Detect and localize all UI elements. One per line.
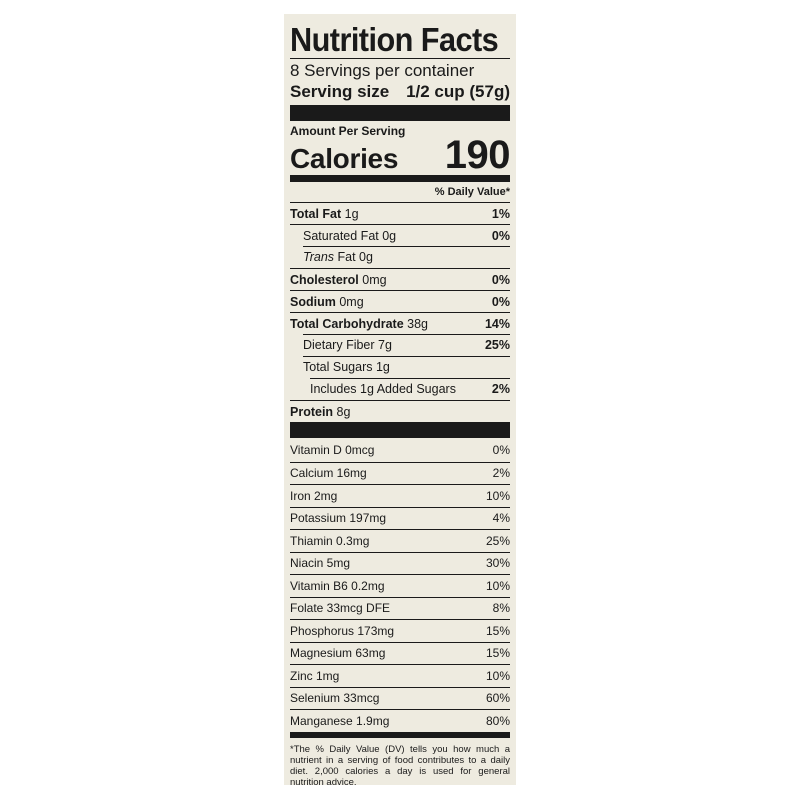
nutrient-row-cholesterol: Cholesterol 0mg 0% <box>290 268 510 290</box>
vitamin-dv: 80% <box>485 713 510 728</box>
nutrient-name: Cholesterol <box>290 272 359 287</box>
vitamins-list: Vitamin D 0mcg 0% Calcium 16mg 2% Iron 2mg… <box>290 438 510 732</box>
vitamin-row: Zinc 1mg 10% <box>290 664 510 687</box>
vitamin-text: Zinc 1mg <box>290 668 340 683</box>
nutrient-amount: 8g <box>336 404 351 419</box>
nutrient-row-dietary-fiber: Dietary Fiber 7g 25% <box>290 334 510 356</box>
nutrient-amount: 0mg <box>339 294 364 309</box>
nutrition-facts-label: Nutrition Facts 8 Servings per container… <box>284 14 516 788</box>
vitamin-text: Iron 2mg <box>290 488 338 503</box>
vitamin-row: Iron 2mg 10% <box>290 484 510 507</box>
vitamin-row: Thiamin 0.3mg 25% <box>290 529 510 552</box>
vitamin-row: Magnesium 63mg 15% <box>290 641 510 665</box>
amount-per-serving: Amount Per Serving <box>290 124 406 138</box>
nutrient-row-saturated-fat: Saturated Fat 0g 0% <box>290 224 510 246</box>
nutrient-name: Includes 1g Added Sugars <box>310 382 456 396</box>
nutrient-amount: 1g <box>375 360 390 374</box>
vitamin-row: Calcium 16mg 2% <box>290 461 510 485</box>
vitamin-dv: 2% <box>492 466 510 481</box>
nutrient-name: Protein <box>290 404 334 419</box>
vitamin-dv: 10% <box>485 488 510 503</box>
nutrient-amount: Fat 0g <box>337 250 373 264</box>
vitamin-text: Calcium 16mg <box>290 466 367 481</box>
vitamin-dv: 10% <box>485 578 510 593</box>
nutrient-row-total-carbohydrate: Total Carbohydrate 38g 14% <box>290 312 510 334</box>
vitamin-text: Thiamin 0.3mg <box>290 533 370 548</box>
nutrient-name: Saturated Fat <box>303 228 379 243</box>
vitamin-text: Magnesium 63mg <box>290 646 386 661</box>
nutrient-row-added-sugars: Includes 1g Added Sugars 2% <box>290 378 510 400</box>
nutrient-name: Total Carbohydrate <box>290 316 404 331</box>
footnote-divider <box>290 731 510 738</box>
nutrient-amount: 7g <box>378 338 392 352</box>
vitamin-text: Vitamin D 0mcg <box>290 443 375 458</box>
nutrient-name: Total Sugars <box>303 360 373 374</box>
vitamin-dv: 30% <box>485 556 510 571</box>
vitamin-text: Potassium 197mg <box>290 511 387 526</box>
daily-value-header: % Daily Value* <box>434 186 510 198</box>
nutrient-name: Total Fat <box>290 206 342 221</box>
vitamin-dv: 0% <box>492 443 510 458</box>
nutrient-row-sodium: Sodium 0mg 0% <box>290 290 510 312</box>
vitamin-row: Manganese 1.9mg 80% <box>290 709 510 732</box>
serving-size-row: Serving size 1/2 cup (57g) <box>290 81 510 105</box>
thick-divider <box>290 105 510 121</box>
vitamin-text: Phosphorus 173mg <box>290 623 395 638</box>
nutrient-name: Dietary Fiber <box>303 338 375 352</box>
calories-value: 190 <box>444 133 511 177</box>
vitamin-row: Vitamin B6 0.2mg 10% <box>290 574 510 597</box>
vitamin-row: Potassium 197mg 4% <box>290 506 510 530</box>
vitamin-dv: 60% <box>485 691 510 706</box>
nutrient-row-total-fat: Total Fat 1g 1% <box>290 202 510 224</box>
vitamin-dv: 8% <box>492 601 510 616</box>
vitamin-row: Folate 33mcg DFE 8% <box>290 596 510 620</box>
nutrient-dv: 25% <box>484 338 510 352</box>
nutrient-dv: 0% <box>491 228 510 243</box>
serving-size-value: 1/2 cup (57g) <box>406 82 510 101</box>
nutrient-amount: 1g <box>344 206 359 221</box>
servings-per-container: 8 Servings per container <box>290 61 475 80</box>
vitamin-row: Phosphorus 173mg 15% <box>290 619 510 642</box>
title-rule <box>290 58 510 59</box>
medium-divider <box>290 175 510 182</box>
vitamin-row: Vitamin D 0mcg 0% <box>290 439 510 462</box>
nutrient-row-total-sugars: Total Sugars 1g <box>290 356 510 378</box>
vitamin-text: Manganese 1.9mg <box>290 713 390 728</box>
serving-size-label: Serving size <box>290 82 390 101</box>
vitamin-row: Niacin 5mg 30% <box>290 551 510 575</box>
nutrient-name: Sodium <box>290 294 336 309</box>
vitamin-dv: 10% <box>485 668 510 683</box>
vitamin-text: Niacin 5mg <box>290 556 351 571</box>
vitamin-dv: 4% <box>492 511 510 526</box>
nutrient-dv: 1% <box>491 206 510 221</box>
nutrient-name: Trans <box>303 250 335 264</box>
calories-row: Calories 190 <box>290 133 511 177</box>
nutrient-dv: 14% <box>484 316 510 331</box>
vitamin-text: Vitamin B6 0.2mg <box>290 578 385 593</box>
vitamin-dv: 25% <box>485 533 510 548</box>
calories-label: Calories <box>290 143 399 174</box>
nutrient-dv: 0% <box>491 294 510 309</box>
nutrient-amount: 0mg <box>362 272 387 287</box>
vitamin-dv: 15% <box>485 623 510 638</box>
thick-divider-vitamins <box>290 422 510 438</box>
vitamin-row: Selenium 33mcg 60% <box>290 686 510 710</box>
nutrient-amount: 0g <box>382 228 397 243</box>
daily-value-footnote: *The % Daily Value (DV) tells you how mu… <box>290 743 510 788</box>
vitamin-dv: 15% <box>485 646 510 661</box>
vitamin-text: Folate 33mcg DFE <box>290 601 391 616</box>
vitamin-text: Selenium 33mcg <box>290 691 380 706</box>
nutrient-amount: 38g <box>407 316 429 331</box>
nutrient-row-protein: Protein 8g <box>290 400 510 422</box>
nutrient-dv: 0% <box>491 272 510 287</box>
label-title: Nutrition Facts <box>290 21 499 58</box>
nutrient-row-trans-fat: Trans Fat 0g <box>290 246 510 268</box>
nutrient-dv: 2% <box>491 382 510 396</box>
